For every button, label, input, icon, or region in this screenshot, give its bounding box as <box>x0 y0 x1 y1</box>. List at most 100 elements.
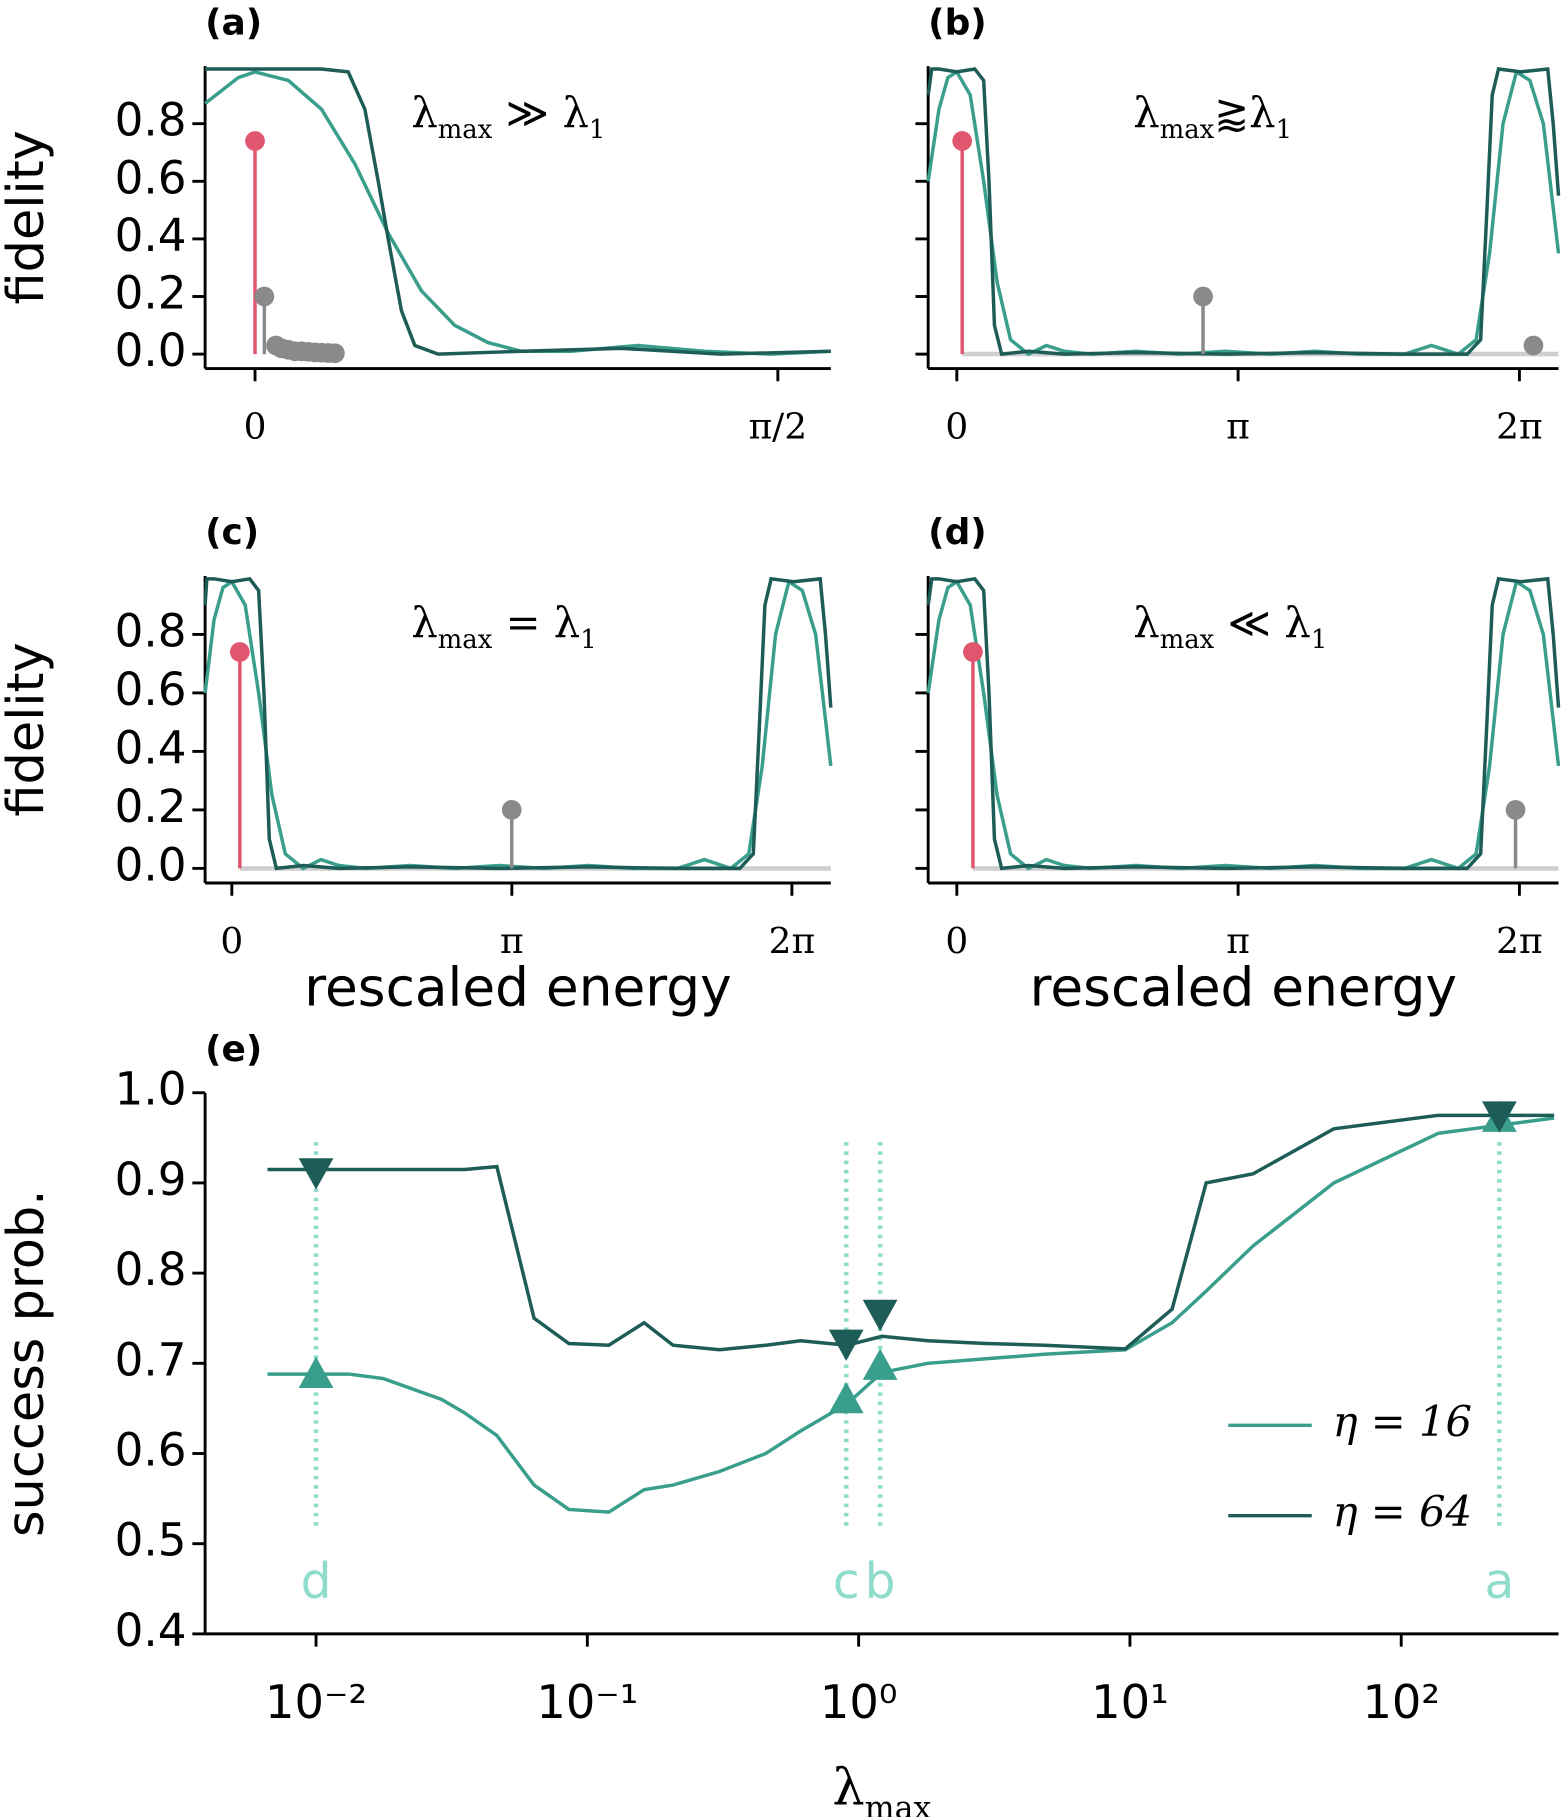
text-part: 1 <box>580 625 596 655</box>
curve <box>204 70 831 356</box>
x-tick-label: π <box>500 921 524 962</box>
marker-line-label: c <box>833 1554 860 1610</box>
x-tick-label: 10⁻² <box>265 1675 367 1729</box>
x-tick-label: 0 <box>244 406 267 447</box>
text-part: 1 <box>1276 115 1292 145</box>
text-part: max <box>865 1790 932 1817</box>
y-tick-label: 0.4 <box>115 1604 187 1657</box>
panel: (c) 0.00.2 0.40.6 0.8 0 π 2π fidelity rescaled e… <box>0 512 833 1018</box>
x-tick-label: π <box>1226 921 1250 962</box>
panel-title: (d) <box>928 512 987 553</box>
stem-dot <box>1523 335 1544 356</box>
x-tick-label: 2π <box>769 921 815 962</box>
y-tick-label: 0.5 <box>115 1514 187 1567</box>
stem-dot <box>501 800 522 820</box>
text-part: λ <box>1133 87 1159 136</box>
x-axis-label: rescaled energy <box>304 956 731 1018</box>
panel-title: (e) <box>205 1029 262 1070</box>
x-tick-label: 2π <box>1496 406 1542 447</box>
marker-line-label: a <box>1484 1554 1514 1610</box>
text-part: ⪆λ <box>1214 87 1275 136</box>
marker-line-label: b <box>865 1554 896 1610</box>
x-axis-label: rescaled energy <box>1030 956 1457 1018</box>
y-tick-label: 0.0 <box>115 838 187 891</box>
curve <box>203 576 833 871</box>
y-tick-label: 0.2 <box>115 780 187 833</box>
panel: (a) 0.00.20.40.60.8 0 π/2 fidelity λmax ≫ λ1 <box>0 2 831 447</box>
curve <box>267 1113 1555 1352</box>
text-part: ≪ λ <box>1214 597 1311 646</box>
panel-title: (c) <box>205 512 259 553</box>
x-axis-label: λmax <box>832 1758 931 1817</box>
stem-dot <box>325 343 345 364</box>
marker <box>828 1329 864 1361</box>
y-tick-label: 0.8 <box>115 604 187 657</box>
text-part: 1 <box>1311 625 1327 655</box>
y-axis-label: fidelity <box>0 642 56 816</box>
x-tick-label: 10² <box>1362 1675 1440 1729</box>
stem-dot <box>952 131 973 151</box>
annotation: λmax⪆λ1 <box>1133 87 1292 144</box>
annotation: λmax ≪ λ1 <box>1133 597 1327 655</box>
y-tick-label: 0.6 <box>115 663 187 716</box>
panel: (b) 0 π 2π λmax⪆λ1 <box>915 2 1561 447</box>
stem-dot <box>230 642 250 662</box>
y-tick-label: 0.4 <box>115 209 187 262</box>
x-tick-label: 2π <box>1496 921 1542 962</box>
x-tick-label: π/2 <box>749 406 808 447</box>
y-tick-label: 0.6 <box>115 151 187 204</box>
legend-label: η = 16 <box>1333 1397 1473 1446</box>
panel-title: (b) <box>928 2 987 43</box>
y-tick-label: 0.4 <box>115 721 187 774</box>
text-part: max <box>1160 115 1215 145</box>
annotation: λmax ≫ λ1 <box>411 87 605 144</box>
panel-title: (a) <box>205 2 262 43</box>
y-tick-label: 0.0 <box>115 324 187 377</box>
annotation: λmax = λ1 <box>411 597 596 655</box>
x-tick-label: 0 <box>945 406 968 447</box>
text-part: λ <box>411 87 437 136</box>
curve <box>926 67 1561 357</box>
x-tick-label: 10¹ <box>1091 1675 1169 1729</box>
y-tick-label: 1.0 <box>115 1063 187 1116</box>
stem-dot <box>245 131 265 151</box>
marker-line-label: d <box>301 1554 332 1610</box>
text-part: ≫ λ <box>492 87 589 136</box>
text-part: λ <box>832 1758 864 1817</box>
stem-dot <box>1505 800 1526 820</box>
y-axis-label: success prob. <box>0 1190 56 1537</box>
marker <box>828 1382 864 1414</box>
y-tick-label: 0.9 <box>115 1153 187 1206</box>
x-tick-label: 10⁻¹ <box>536 1675 638 1729</box>
y-tick-label: 0.7 <box>115 1333 187 1386</box>
text-part: λ <box>1133 597 1159 646</box>
y-axis-label: fidelity <box>0 130 56 304</box>
text-part: λ <box>411 597 437 646</box>
text-part: = λ <box>492 597 580 646</box>
y-tick-label: 0.6 <box>115 1424 187 1477</box>
marker <box>1481 1101 1517 1133</box>
y-tick-label: 0.2 <box>115 267 187 320</box>
x-tick-label: 0 <box>945 921 968 962</box>
x-tick-label: 0 <box>220 921 243 962</box>
marker <box>862 1348 898 1380</box>
text-part: max <box>1160 625 1215 655</box>
x-tick-label: π <box>1226 406 1250 447</box>
marker <box>298 1356 334 1389</box>
stem-dot <box>1193 286 1213 307</box>
curve <box>267 1116 1555 1514</box>
text-part: 1 <box>589 115 605 145</box>
marker <box>298 1158 334 1190</box>
stem-dot <box>963 642 983 662</box>
panel: (d) 0 π 2π rescaled energy λmax ≪ λ1 <box>915 512 1561 1018</box>
panel: (e) 0.4 0.5 0.6 0.7 0.8 0.9 1.0 10⁻² 10⁻¹ 10⁰ 10¹ 10… <box>0 1029 1559 1817</box>
text-part: max <box>438 115 493 145</box>
text-part: max <box>438 625 493 655</box>
marker <box>862 1299 898 1332</box>
y-tick-label: 0.8 <box>115 94 187 147</box>
stem-dot <box>254 286 275 307</box>
curve <box>205 67 831 356</box>
x-tick-label: 10⁰ <box>820 1675 898 1729</box>
legend-label: η = 64 <box>1333 1487 1473 1536</box>
